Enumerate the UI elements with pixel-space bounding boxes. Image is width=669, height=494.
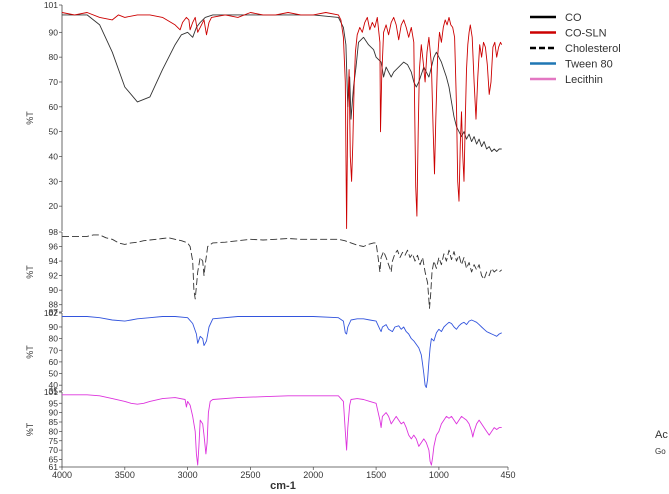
panel-2-y-tick-label: 87	[49, 307, 59, 317]
watermark-line-1: Ac	[655, 429, 668, 441]
panel-4-y-tick-label: 70	[49, 445, 59, 455]
panel-2-y-tick-label: 98	[49, 227, 59, 237]
series-line-co-sln	[61, 12, 503, 229]
panel-4-y-axis-label: %T	[25, 422, 35, 436]
panel-4-y-tick-label: 61	[49, 462, 59, 472]
x-tick-label: 3500	[115, 470, 135, 480]
x-tick-label: 2500	[240, 470, 260, 480]
legend-label: CO-SLN	[565, 28, 607, 40]
x-tick-label: 4000	[52, 470, 72, 480]
x-axis-label: cm-1	[270, 480, 296, 492]
panel-1-y-tick-label: 101	[44, 0, 58, 10]
panel-3-y-tick-label: 50	[49, 369, 59, 379]
panel-2-y-axis-label: %T	[25, 265, 35, 279]
panel-4-y-tick-label: 65	[49, 455, 59, 465]
panel-3-y-tick-label: 35	[49, 386, 59, 396]
panel-2-y-tick-label: 96	[49, 242, 59, 252]
chart-panels: 1019080706050403020%T98969492908887%T102…	[25, 0, 503, 472]
legend-label: Cholesterol	[565, 43, 621, 55]
panel-4-y-tick-label: 101	[44, 387, 58, 397]
series-line-tween-80	[62, 316, 502, 388]
panel-2-y-tick-label: 94	[49, 256, 59, 266]
panel-1-y-tick-label: 40	[49, 151, 59, 161]
panel-1-y-tick-label: 50	[49, 127, 59, 137]
legend-label: Lecithin	[565, 74, 603, 86]
panel-3-y-tick-label: 102	[44, 308, 58, 318]
panel-1: 101 90 80 70 60 50 40 30 20 %T	[25, 0, 503, 231]
panel-1-y-axis-label: %T	[25, 111, 35, 125]
x-tick-label: 1500	[366, 470, 386, 480]
x-tick-label: 1000	[429, 470, 449, 480]
series-line-lecithin	[62, 394, 502, 466]
x-axis: 4000 3500 3000 2500 2000 1500 1000 450	[52, 466, 516, 480]
x-tick-label: 3000	[178, 470, 198, 480]
x-tick-label: 450	[500, 470, 515, 480]
panel-1-y-tick-label: 80	[49, 52, 59, 62]
panel-4-y-tick-label: 75	[49, 436, 59, 446]
panel-1-y-tick-label: 60	[49, 102, 59, 112]
legend-label: CO	[565, 12, 582, 24]
panel-3-y-tick-label: 40	[49, 380, 59, 390]
legend: CO CO-SLN Cholesterol Tween 80 Lecithin	[530, 12, 621, 86]
panel-4-y-tick-label: 95	[49, 398, 59, 408]
panel-1-y-tick-label: 20	[49, 201, 59, 211]
x-tick-label: 2000	[303, 470, 323, 480]
panel-4-y-tick-label: 85	[49, 417, 59, 427]
panel-2-y-tick-label: 90	[49, 285, 59, 295]
panel-2-y-tick-label: 92	[49, 271, 59, 281]
panel-1-y-tick-label: 90	[49, 27, 59, 37]
watermark-line-2: Go	[655, 447, 666, 456]
panel-4-y-tick-label: 90	[49, 408, 59, 418]
panel-3-y-tick-label: 80	[49, 334, 59, 344]
panel-3-y-axis-label: %T	[25, 345, 35, 359]
legend-label: Tween 80	[565, 59, 613, 71]
panel-3-y-tick-label: 60	[49, 357, 59, 367]
panel-2-y-tick-label: 88	[49, 300, 59, 310]
panel-3-y-tick-label: 70	[49, 345, 59, 355]
panel-4-y-tick-label: 80	[49, 426, 59, 436]
series-line-co	[62, 14, 502, 152]
series-line-cholesterol	[62, 234, 502, 309]
panel-3-y-tick-label: 90	[49, 322, 59, 332]
panel-1-y-tick-label: 30	[49, 176, 59, 186]
panel-1-y-tick-label: 70	[49, 77, 59, 87]
